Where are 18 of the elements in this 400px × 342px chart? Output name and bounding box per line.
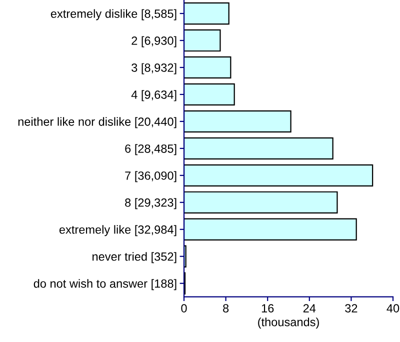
y-tick-label: 2 [6,930] xyxy=(132,36,176,48)
y-tick-label: 8 [29,323] xyxy=(125,198,176,210)
x-tick-label: 16 xyxy=(262,304,274,312)
y-tick-label: extremely like [32,984] xyxy=(59,225,176,236)
y-tick-label: do not wish to answer [188] xyxy=(34,279,176,290)
x-tick-label: 40 xyxy=(386,304,400,312)
y-tick-label: extremely dislike [8,585] xyxy=(50,9,176,20)
y-tick-label: 7 [36,090] xyxy=(125,171,176,182)
y-tick-label: neither like nor dislike [20,440] xyxy=(18,117,176,128)
x-axis-title: (thousands) xyxy=(258,318,319,329)
x-tick-label: 0 xyxy=(181,304,187,312)
x-tick-label: 24 xyxy=(303,304,316,312)
y-tick-label: 3 [8,932] xyxy=(132,63,176,74)
x-tick-label: 8 xyxy=(223,304,229,312)
y-tick-label: never tried [352] xyxy=(92,252,176,264)
y-tick-label: 4 [9,634] xyxy=(131,90,176,102)
y-tick-label: 6 [28,485] xyxy=(125,144,176,156)
x-tick-label: 32 xyxy=(345,304,358,312)
